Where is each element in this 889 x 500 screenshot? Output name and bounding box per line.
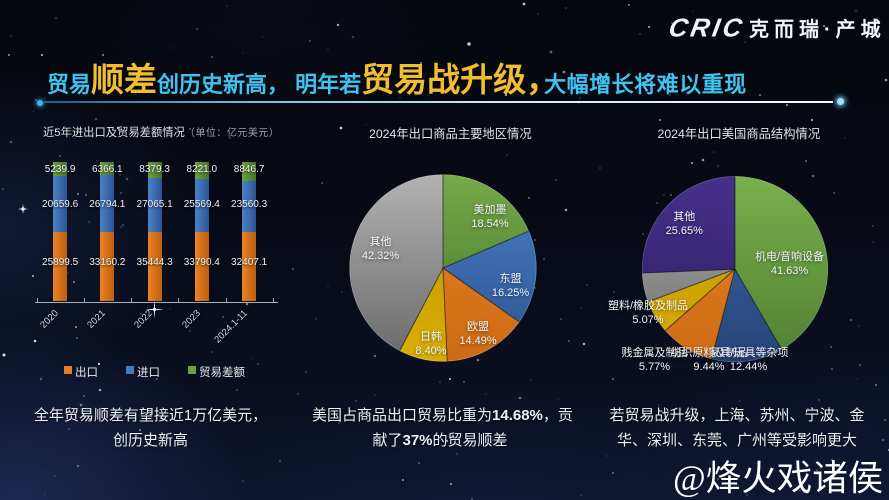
svg-text:CRIC: CRIC	[668, 17, 747, 42]
svg-text:克而瑞·产城: 克而瑞·产城	[749, 17, 886, 41]
